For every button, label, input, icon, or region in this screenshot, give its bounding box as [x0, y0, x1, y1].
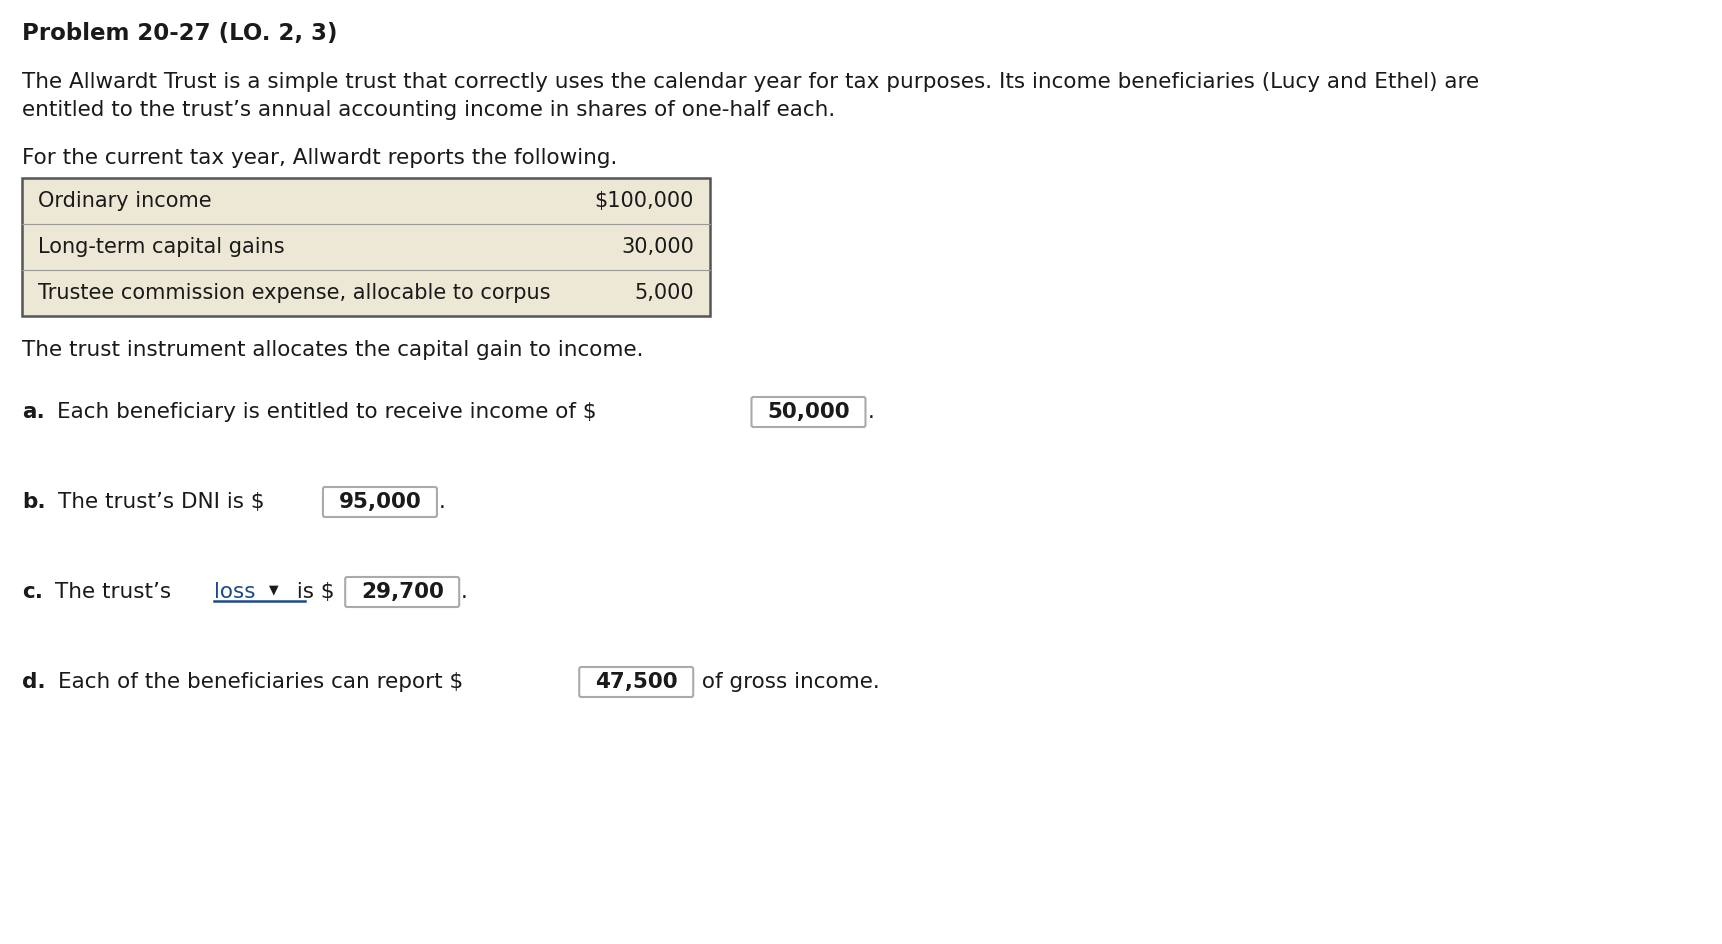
Text: For the current tax year, Allwardt reports the following.: For the current tax year, Allwardt repor… — [22, 148, 618, 168]
Text: .: . — [868, 402, 875, 422]
Text: c.: c. — [22, 582, 43, 602]
Text: The trust’s DNI is $: The trust’s DNI is $ — [59, 492, 265, 512]
Text: a.: a. — [22, 402, 45, 422]
Text: Each beneficiary is entitled to receive income of $: Each beneficiary is entitled to receive … — [57, 402, 598, 422]
Text: 50,000: 50,000 — [768, 402, 849, 422]
Text: $100,000: $100,000 — [594, 191, 694, 211]
Text: Long-term capital gains: Long-term capital gains — [38, 237, 284, 257]
Text: .: . — [461, 582, 468, 602]
Text: The trust instrument allocates the capital gain to income.: The trust instrument allocates the capit… — [22, 340, 644, 360]
Text: Each of the beneficiaries can report $: Each of the beneficiaries can report $ — [59, 672, 463, 692]
Text: The trust’s: The trust’s — [55, 582, 177, 602]
FancyBboxPatch shape — [579, 667, 694, 697]
Text: entitled to the trust’s annual accounting income in shares of one-half each.: entitled to the trust’s annual accountin… — [22, 100, 835, 120]
Text: Trustee commission expense, allocable to corpus: Trustee commission expense, allocable to… — [38, 283, 551, 303]
Text: 30,000: 30,000 — [622, 237, 694, 257]
Text: of gross income.: of gross income. — [696, 672, 880, 692]
Text: The Allwardt Trust is a simple trust that correctly uses the calendar year for t: The Allwardt Trust is a simple trust tha… — [22, 72, 1479, 92]
FancyBboxPatch shape — [22, 178, 709, 316]
FancyBboxPatch shape — [344, 577, 460, 607]
Text: is $: is $ — [289, 582, 334, 602]
FancyBboxPatch shape — [324, 487, 437, 517]
Text: Ordinary income: Ordinary income — [38, 191, 212, 211]
FancyBboxPatch shape — [751, 397, 866, 427]
Text: ▼: ▼ — [269, 583, 279, 596]
Text: loss: loss — [214, 582, 255, 602]
Text: 5,000: 5,000 — [634, 283, 694, 303]
Text: .: . — [439, 492, 446, 512]
Text: 29,700: 29,700 — [360, 582, 444, 602]
Text: d.: d. — [22, 672, 45, 692]
Text: Problem 20-27 (LO. 2, 3): Problem 20-27 (LO. 2, 3) — [22, 22, 338, 45]
Text: 95,000: 95,000 — [339, 492, 422, 512]
Text: 47,500: 47,500 — [594, 672, 677, 692]
Text: b.: b. — [22, 492, 45, 512]
